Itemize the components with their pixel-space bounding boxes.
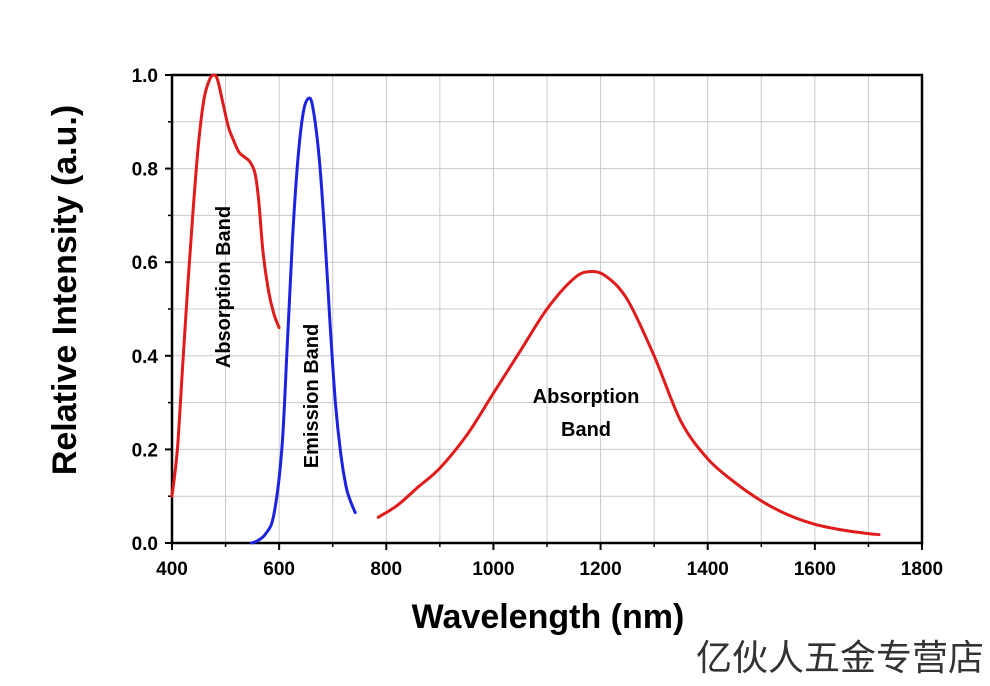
watermark-text: 亿伙人五金专营店 <box>696 638 984 679</box>
annotation-emission-band: Emission Band <box>301 324 323 468</box>
series-group <box>170 73 881 545</box>
x-tick-label: 600 <box>263 559 295 580</box>
y-axis-title: Relative Intensity (a.u.) <box>46 105 84 475</box>
x-tick-label: 1800 <box>901 559 943 580</box>
series-line-0 <box>170 73 281 498</box>
x-tick-label: 1000 <box>472 559 514 580</box>
y-tick-label: 0.8 <box>132 160 158 181</box>
y-tick-label: 1.0 <box>132 66 158 87</box>
y-tick-label: 0.6 <box>132 253 158 274</box>
y-tick-label: 0.4 <box>132 347 159 368</box>
x-tick-label: 1400 <box>687 559 729 580</box>
y-tick-label: 0.0 <box>132 534 158 555</box>
x-tick-label: 400 <box>156 559 188 580</box>
x-tick-label: 800 <box>370 559 402 580</box>
y-tick-label: 0.2 <box>132 440 158 461</box>
x-axis-title: Wavelength (nm) <box>412 598 685 636</box>
series-line-2 <box>376 269 881 537</box>
annotation-absorption-right-line2: Band <box>561 419 611 441</box>
x-tick-label: 1600 <box>794 559 836 580</box>
axis-ticks: 400 600 800 1000 1200 1400 1600 1800 0.0 0.2 0.4 0.… <box>132 66 944 580</box>
series-line-1 <box>249 96 357 545</box>
annotation-absorption-band-left: Absorption Band <box>213 206 235 368</box>
annotation-absorption-right-line1: Absorption <box>533 386 640 408</box>
x-tick-label: 1200 <box>579 559 621 580</box>
